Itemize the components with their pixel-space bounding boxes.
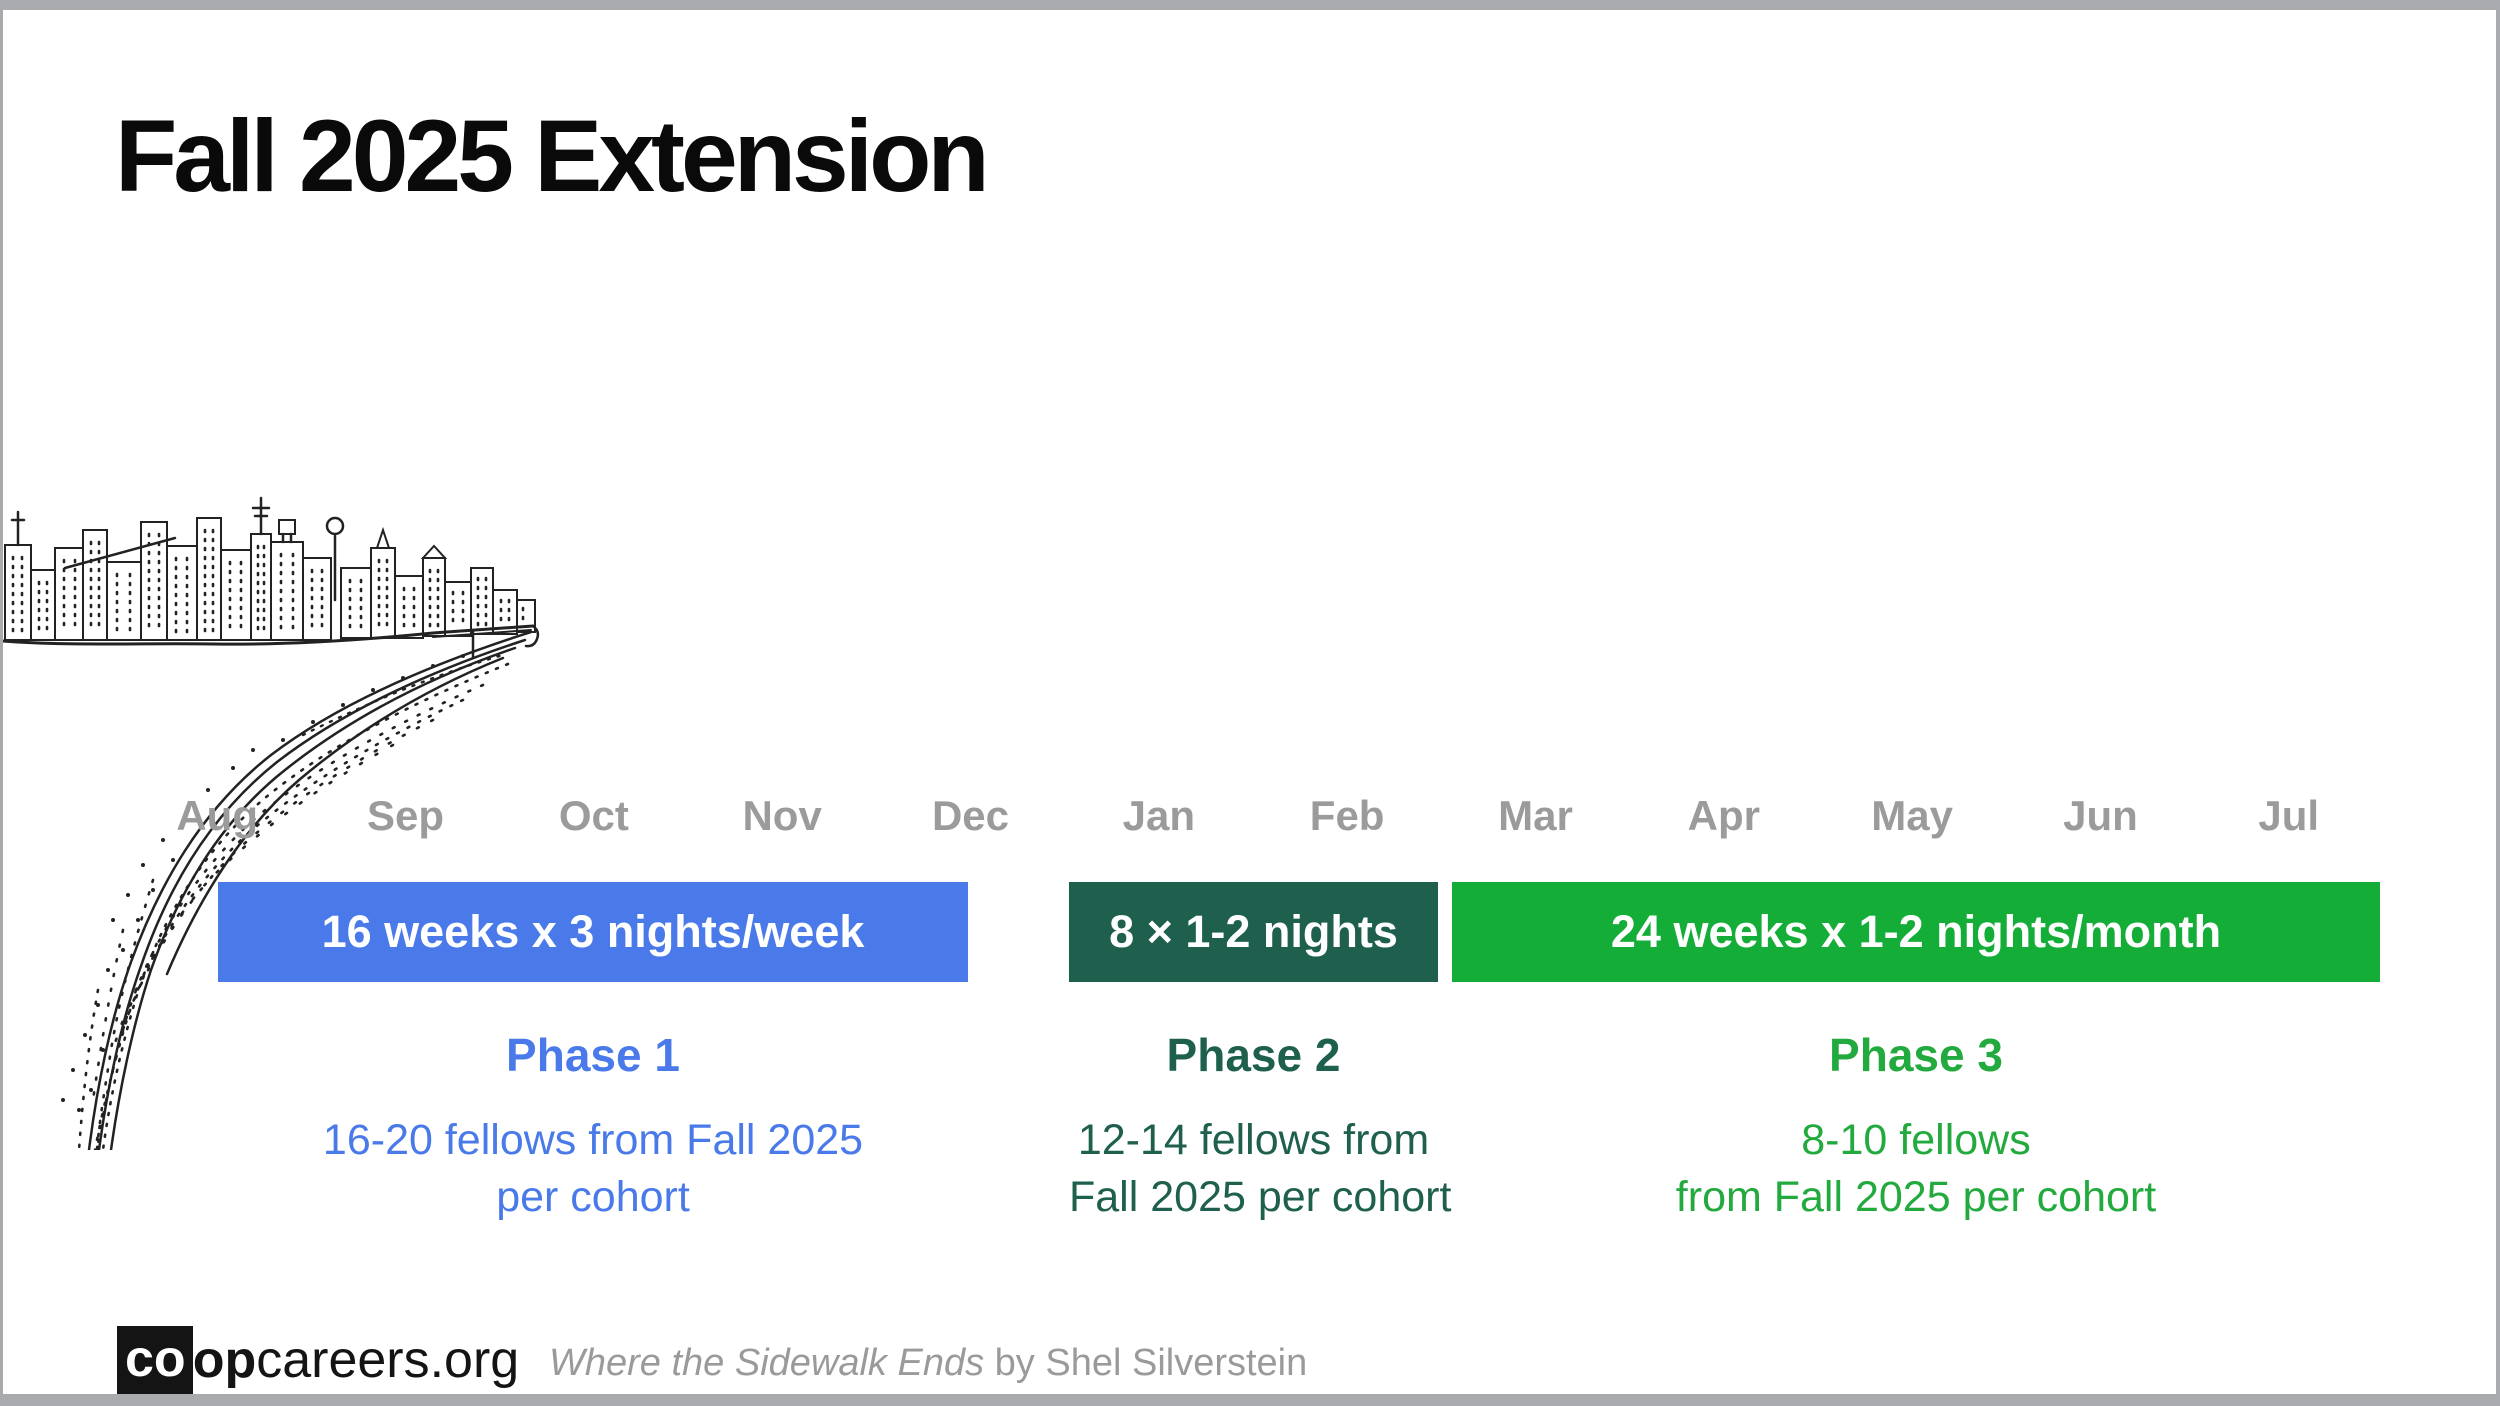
logo-domain-text: careers.org [256,1331,520,1389]
illustration-credit: Where the Sidewalk Ends by Shel Silverst… [549,1342,1307,1385]
month-label: Jul [2258,792,2320,839]
month-label: Mar [1498,792,1573,839]
phase-3-name: Phase 3 [1829,1029,2003,1081]
phase-1-bar: 16 weeks x 3 nights/week [218,882,968,982]
month-label: Aug [176,792,258,839]
phase-1-description-line1: 16-20 fellows from Fall 2025 [322,1116,864,1164]
logo-op-text: op [192,1331,257,1389]
page-title: Fall 2025 Extension [115,99,990,213]
phase-3-bar: 24 weeks x 1-2 nights/month [1452,882,2380,982]
phase-3-description-line1: 8-10 fellows [1801,1116,2031,1164]
phase-3-description-line2: from Fall 2025 per cohort [1675,1173,2157,1222]
phase-2-description-line2: Fall 2025 per cohort [1069,1173,1452,1222]
phase-2-description-line1: 12-14 fellows from [1077,1116,1430,1164]
coopcareers-logo: co op careers.org [117,1326,519,1394]
phase-1-name: Phase 1 [506,1029,680,1081]
timeline-month-axis: Aug Sep Oct Nov Dec Jan Feb Mar Apr May … [123,792,2383,840]
phase-3-bar-label: 24 weeks x 1-2 nights/month [1610,906,2222,957]
phase-2-name: Phase 2 [1166,1029,1341,1081]
month-label: Oct [558,792,629,839]
logo-co-block: co [117,1326,193,1394]
credit-book-title: Where the Sidewalk Ends [549,1342,985,1384]
month-label: Dec [931,792,1009,839]
phase-3-description: 8-10 fellows from Fall 2025 per cohort [1452,1112,2380,1226]
phase-2-bar-label: 8 × 1-2 nights [1109,906,1398,957]
phase-1-bar-label: 16 weeks x 3 nights/week [321,906,865,957]
phase-1-description: 16-20 fellows from Fall 2025 per cohort [218,1112,968,1226]
credit-author: by Shel Silverstein [984,1342,1308,1384]
month-label: Jun [2063,792,2138,839]
phase-2-description: 12-14 fellows from Fall 2025 per cohort [1069,1112,1452,1226]
phase-2-bar: 8 × 1-2 nights [1069,882,1438,982]
phase-1-description-line2: per cohort [496,1173,690,1222]
month-label: Feb [1309,792,1385,839]
month-label: Nov [742,792,822,839]
month-label: Sep [366,792,444,839]
month-label: Apr [1687,792,1760,839]
month-label: May [1871,792,1953,839]
month-label: Jan [1122,792,1195,839]
